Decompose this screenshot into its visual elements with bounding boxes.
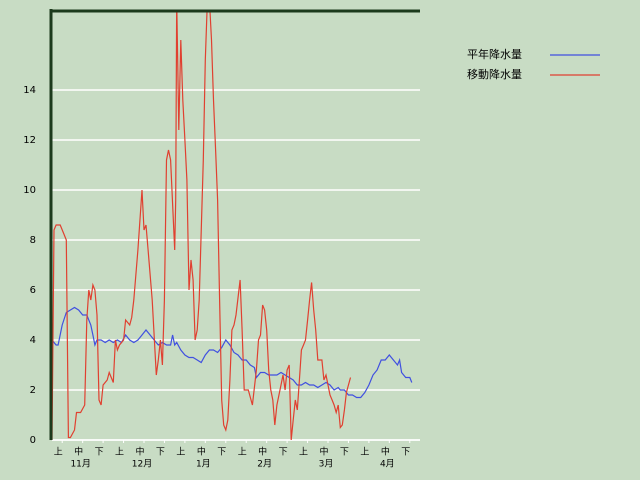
legend-label: 平年降水量 bbox=[467, 47, 522, 61]
x-tick-label: 下 bbox=[156, 448, 165, 458]
x-tick-label: 上 bbox=[360, 447, 369, 458]
y-tick-label: 12 bbox=[23, 135, 36, 146]
plot-lines bbox=[52, 10, 413, 440]
x-tick-label: 下 bbox=[279, 448, 288, 458]
x-tick-label: 中 bbox=[381, 446, 390, 458]
legend-label: 移動降水量 bbox=[467, 67, 522, 81]
x-tick-label: 中 bbox=[319, 446, 328, 458]
x-group-label: 3月 bbox=[319, 459, 334, 470]
x-tick-label: 下 bbox=[217, 448, 226, 458]
x-group-label: 11月 bbox=[70, 459, 90, 470]
series-line bbox=[52, 10, 352, 440]
x-tick-label: 上 bbox=[238, 447, 247, 458]
x-tick-label: 下 bbox=[401, 448, 410, 458]
x-group-label: 2月 bbox=[257, 459, 272, 470]
x-group-label: 4月 bbox=[380, 459, 395, 470]
x-tick-label: 中 bbox=[197, 446, 206, 458]
y-tick-label: 8 bbox=[30, 235, 36, 246]
x-tick-label: 下 bbox=[95, 448, 104, 458]
y-tick-label: 6 bbox=[30, 285, 36, 296]
x-tick-label: 中 bbox=[135, 446, 144, 458]
x-group-label: 12月 bbox=[132, 459, 152, 470]
y-tick-label: 0 bbox=[30, 435, 36, 446]
x-tick-label: 上 bbox=[299, 447, 308, 458]
x-tick-label: 上 bbox=[176, 447, 185, 458]
x-tick-label: 中 bbox=[74, 446, 83, 458]
y-tick-label: 2 bbox=[30, 385, 36, 396]
x-group-label: 1月 bbox=[196, 459, 211, 470]
y-tick-label: 10 bbox=[23, 185, 36, 196]
x-tick-label: 上 bbox=[115, 447, 124, 458]
x-tick-label: 中 bbox=[258, 446, 267, 458]
x-tick-label: 上 bbox=[54, 447, 63, 458]
series-line bbox=[52, 306, 413, 399]
y-tick-label: 14 bbox=[23, 85, 36, 96]
y-tick-label: 4 bbox=[30, 335, 36, 346]
x-tick-label: 下 bbox=[340, 448, 349, 458]
